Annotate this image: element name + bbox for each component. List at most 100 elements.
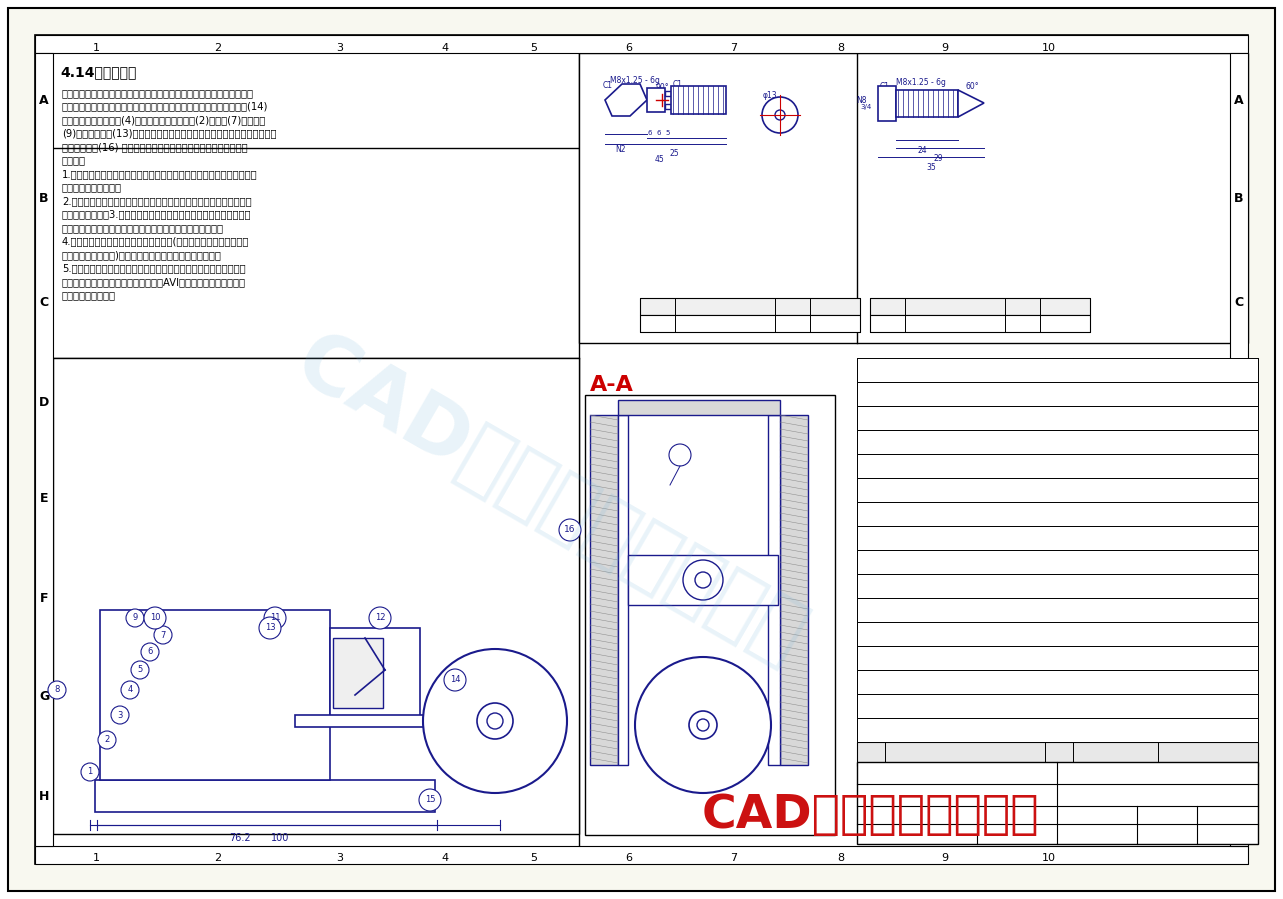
Circle shape bbox=[154, 626, 172, 644]
Text: C1: C1 bbox=[880, 82, 890, 91]
Bar bbox=[295, 715, 464, 727]
Bar bbox=[878, 86, 896, 121]
Text: 连杆: 连杆 bbox=[888, 581, 899, 590]
Circle shape bbox=[98, 731, 115, 749]
Text: φ13: φ13 bbox=[762, 91, 777, 100]
Bar bbox=[53, 358, 579, 834]
Text: 9: 9 bbox=[860, 533, 866, 542]
Text: 1.根据所给的零件图建立相应的三维模型，每个零件模型对应一个文件，: 1.根据所给的零件图建立相应的三维模型，每个零件模型对应一个文件， bbox=[62, 169, 258, 179]
Circle shape bbox=[81, 763, 99, 781]
Text: ISO 10642 - M5x16: ISO 10642 - M5x16 bbox=[888, 461, 974, 470]
Circle shape bbox=[370, 607, 391, 629]
Bar bbox=[780, 415, 808, 765]
Text: ISO 4026 - M5 x 10: ISO 4026 - M5 x 10 bbox=[888, 677, 974, 686]
Text: 序号: 序号 bbox=[643, 303, 654, 312]
Text: 40: 40 bbox=[1076, 365, 1088, 374]
Text: 设计: 设计 bbox=[862, 790, 872, 799]
Circle shape bbox=[488, 713, 503, 729]
Text: 材料: 材料 bbox=[813, 303, 824, 312]
Text: 5: 5 bbox=[137, 665, 142, 674]
Text: A: A bbox=[40, 93, 49, 106]
Text: M8x1.25 - 6g: M8x1.25 - 6g bbox=[609, 76, 659, 85]
Text: 4: 4 bbox=[860, 653, 866, 662]
Bar bbox=[627, 555, 777, 605]
Bar bbox=[857, 694, 1259, 718]
Bar bbox=[857, 502, 1259, 526]
Text: HT200: HT200 bbox=[1076, 485, 1105, 494]
Text: D: D bbox=[1234, 396, 1245, 410]
Text: 2.按照给定的装配示意图将零件三维模型进行装配，命名为「气动发动: 2.按照给定的装配示意图将零件三维模型进行装配，命名为「气动发动 bbox=[62, 196, 251, 206]
Bar bbox=[857, 574, 1259, 598]
Text: 8: 8 bbox=[860, 557, 866, 566]
Circle shape bbox=[683, 560, 724, 600]
Bar bbox=[1230, 53, 1248, 846]
Text: 40: 40 bbox=[1043, 320, 1055, 329]
Text: 1: 1 bbox=[1048, 509, 1053, 518]
Text: 5.生成气动发动机运动仿真动画，其中机身应逐渐透明然后消隐，能: 5.生成气动发动机运动仿真动画，其中机身应逐渐透明然后消隐，能 bbox=[62, 263, 245, 273]
Text: 14: 14 bbox=[450, 675, 461, 684]
Text: 1: 1 bbox=[780, 320, 785, 329]
Bar bbox=[857, 358, 1259, 382]
Text: 圆柱销: 圆柱销 bbox=[888, 509, 905, 518]
Text: 连轴器: 连轴器 bbox=[888, 653, 905, 662]
Bar bbox=[618, 415, 627, 765]
Text: 1: 1 bbox=[1048, 365, 1053, 374]
Text: 4: 4 bbox=[441, 43, 449, 53]
Text: 1: 1 bbox=[1048, 437, 1053, 446]
Text: 数量: 数量 bbox=[777, 303, 789, 312]
Text: 7: 7 bbox=[730, 853, 738, 863]
Text: 25: 25 bbox=[670, 149, 680, 158]
Text: HT200: HT200 bbox=[1076, 725, 1105, 734]
Bar bbox=[618, 400, 780, 415]
Bar bbox=[35, 35, 1248, 53]
Text: 24: 24 bbox=[919, 146, 928, 155]
Text: C: C bbox=[1234, 297, 1243, 309]
Text: φ5: φ5 bbox=[786, 107, 795, 116]
Text: 标准: 标准 bbox=[1161, 749, 1171, 758]
Text: 3: 3 bbox=[860, 677, 866, 686]
Text: 机身: 机身 bbox=[888, 557, 899, 566]
Text: H: H bbox=[1234, 789, 1245, 803]
Text: D: D bbox=[38, 396, 49, 410]
Text: 6: 6 bbox=[148, 647, 153, 656]
Circle shape bbox=[775, 110, 785, 120]
Text: 零件名称: 零件名称 bbox=[908, 303, 929, 312]
Text: 45: 45 bbox=[1076, 605, 1088, 614]
Text: 螺纹接头: 螺纹接头 bbox=[888, 413, 910, 422]
Text: 11: 11 bbox=[860, 485, 871, 494]
Text: B: B bbox=[1234, 191, 1243, 204]
Circle shape bbox=[121, 681, 139, 699]
Circle shape bbox=[131, 661, 149, 679]
Text: M8x1.25 - 6g: M8x1.25 - 6g bbox=[896, 78, 946, 87]
Text: 1: 1 bbox=[1048, 701, 1053, 710]
Text: 8: 8 bbox=[838, 43, 844, 53]
Text: 解，并输出分解动画文件，命名为「气动发动机分解动画」。: 解，并输出分解动画文件，命名为「气动发动机分解动画」。 bbox=[62, 223, 225, 233]
Circle shape bbox=[689, 711, 717, 739]
Bar bbox=[857, 622, 1259, 646]
Circle shape bbox=[126, 609, 144, 627]
Bar bbox=[857, 406, 1259, 430]
Bar bbox=[857, 478, 1259, 502]
Text: 40: 40 bbox=[813, 320, 825, 329]
Text: CAD机械设计: CAD机械设计 bbox=[987, 812, 1039, 822]
Circle shape bbox=[668, 444, 692, 466]
Text: 9: 9 bbox=[942, 853, 948, 863]
Text: C1: C1 bbox=[603, 81, 613, 90]
Text: 6: 6 bbox=[626, 853, 633, 863]
Circle shape bbox=[264, 607, 286, 629]
Text: 序号: 序号 bbox=[872, 303, 884, 312]
Text: 15: 15 bbox=[860, 389, 871, 398]
Bar bbox=[870, 315, 1091, 332]
Text: G: G bbox=[1234, 690, 1245, 704]
Text: 看清楚气动发动机的工作过程，并生成AVI格式文件，命名为「气发: 看清楚气动发动机的工作过程，并生成AVI格式文件，命名为「气发 bbox=[62, 277, 246, 287]
Text: 16: 16 bbox=[872, 320, 884, 329]
Text: 序号: 序号 bbox=[860, 749, 871, 758]
Text: 9: 9 bbox=[942, 43, 948, 53]
Bar bbox=[100, 610, 330, 780]
Text: 1: 1 bbox=[1048, 557, 1053, 566]
Text: 16: 16 bbox=[860, 365, 871, 374]
Text: 45: 45 bbox=[1076, 581, 1088, 590]
Text: 2019/12/26: 2019/12/26 bbox=[917, 790, 969, 799]
Circle shape bbox=[259, 617, 281, 639]
Text: 比例: 比例 bbox=[862, 769, 872, 778]
